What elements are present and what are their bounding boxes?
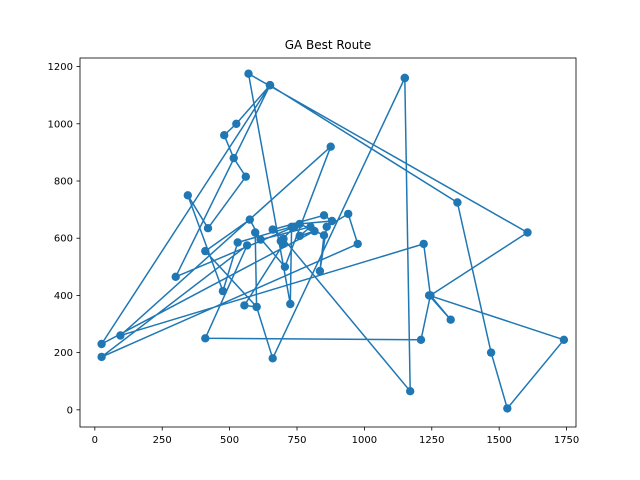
y-tick-label: 0 xyxy=(67,405,73,416)
route-point xyxy=(286,299,295,309)
route-point xyxy=(523,228,532,237)
route-point xyxy=(256,235,265,244)
y-tick-label: 200 xyxy=(54,348,73,359)
route-point xyxy=(446,315,455,324)
route-point xyxy=(251,228,260,237)
route-point xyxy=(268,354,277,363)
route-point xyxy=(353,239,362,249)
x-tick-label: 0 xyxy=(92,435,98,446)
x-tick-label: 1250 xyxy=(419,435,444,446)
x-tick-label: 1750 xyxy=(554,435,579,446)
route-point xyxy=(319,211,329,220)
route-point xyxy=(203,224,213,233)
axes: 0 250 500 750 1000 1250 1500 1750 0 200 400 600 800 1… xyxy=(48,57,579,446)
route-point xyxy=(220,131,229,140)
y-tick-label: 400 xyxy=(54,291,73,302)
route-point xyxy=(486,348,496,357)
route-point xyxy=(265,81,275,90)
route-point xyxy=(244,69,253,78)
route-point xyxy=(319,231,329,240)
route-point xyxy=(171,272,180,281)
route-point xyxy=(453,198,462,207)
route-point xyxy=(229,153,238,163)
route-point xyxy=(201,334,210,343)
x-tick-label: 750 xyxy=(287,435,306,446)
route-point xyxy=(268,225,277,234)
route-point xyxy=(559,335,569,344)
route-point xyxy=(327,216,337,226)
route-point xyxy=(279,239,288,249)
plot-area xyxy=(97,69,569,413)
route-point xyxy=(218,286,228,296)
axes-frame xyxy=(79,57,577,428)
y-tick-label: 600 xyxy=(54,234,73,245)
route-point xyxy=(97,339,106,349)
route-point xyxy=(241,172,250,181)
route-point xyxy=(232,119,241,128)
route-point xyxy=(252,302,261,312)
route-point xyxy=(201,246,210,256)
route-point xyxy=(97,352,106,362)
route-point xyxy=(242,241,252,250)
route-point xyxy=(400,73,409,83)
route-point xyxy=(406,387,415,396)
y-tick-label: 800 xyxy=(54,177,73,188)
route-point xyxy=(116,331,125,340)
route-point xyxy=(344,209,353,219)
route-point xyxy=(295,231,304,241)
route-point xyxy=(280,262,290,271)
route-point xyxy=(245,215,254,224)
y-tick-label: 1000 xyxy=(48,119,73,130)
route-point xyxy=(240,301,249,310)
route-point xyxy=(503,404,512,413)
x-tick-label: 250 xyxy=(153,435,172,446)
route-point xyxy=(416,335,426,344)
route-point xyxy=(315,266,325,276)
x-tick-label: 1000 xyxy=(352,435,377,446)
route-point xyxy=(233,238,242,247)
x-tick-label: 500 xyxy=(220,435,239,446)
route-point xyxy=(183,191,192,200)
route-point xyxy=(290,222,299,231)
route-point xyxy=(306,222,315,231)
x-tick-label: 1500 xyxy=(486,435,511,446)
y-tick-label: 1200 xyxy=(48,62,73,73)
chart-title: GA Best Route xyxy=(285,38,372,52)
route-point xyxy=(419,239,428,249)
route-point xyxy=(424,291,434,300)
route-point xyxy=(326,142,335,151)
route-point xyxy=(322,222,331,231)
